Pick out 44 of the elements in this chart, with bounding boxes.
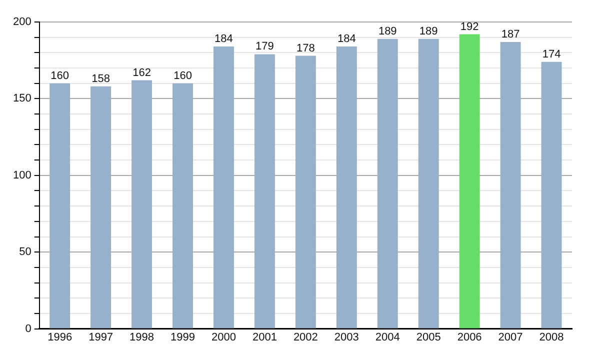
bar (132, 80, 152, 328)
data-label: 187 (501, 28, 520, 40)
x-tick-label: 1996 (48, 331, 72, 344)
data-label: 158 (92, 72, 110, 85)
x-tick-label: 1998 (130, 331, 154, 344)
x-tick-label: 2001 (252, 331, 277, 344)
y-tick-label: 200 (12, 16, 32, 28)
x-tick-label: 2005 (416, 331, 441, 344)
data-label: 160 (50, 70, 70, 82)
x-tick-label: 2008 (539, 331, 564, 344)
data-label: 184 (337, 33, 356, 46)
bar (336, 46, 357, 328)
x-tick-label: 1997 (88, 331, 114, 344)
data-label: 192 (460, 20, 479, 33)
data-label: 189 (378, 25, 397, 38)
data-label: 184 (214, 33, 233, 46)
x-tick-label: 2007 (498, 331, 523, 344)
x-tick-label: 2000 (211, 331, 236, 344)
bar (418, 38, 439, 328)
y-tick-label: 0 (25, 322, 32, 335)
bar (254, 54, 275, 328)
bar (90, 86, 112, 328)
x-tick-label: 2004 (375, 331, 400, 344)
bar (459, 34, 480, 328)
x-tick-label: 2002 (293, 331, 318, 344)
bar (50, 83, 70, 328)
bar (213, 46, 234, 328)
data-label: 178 (296, 42, 315, 54)
data-label: 174 (542, 48, 561, 60)
data-label: 162 (132, 66, 151, 79)
x-tick-label: 1999 (170, 331, 195, 344)
y-tick-label: 150 (12, 92, 32, 105)
bar (500, 42, 521, 328)
x-tick-label: 2006 (457, 331, 482, 344)
y-tick-label: 100 (12, 169, 32, 182)
data-label: 179 (256, 40, 274, 53)
bar (541, 62, 562, 328)
data-label: 189 (419, 25, 438, 38)
x-tick-label: 2003 (334, 331, 359, 344)
y-tick-label: 50 (19, 246, 32, 258)
bar (295, 56, 316, 328)
data-label: 160 (174, 70, 192, 82)
bar (172, 83, 193, 328)
bar (377, 38, 398, 328)
